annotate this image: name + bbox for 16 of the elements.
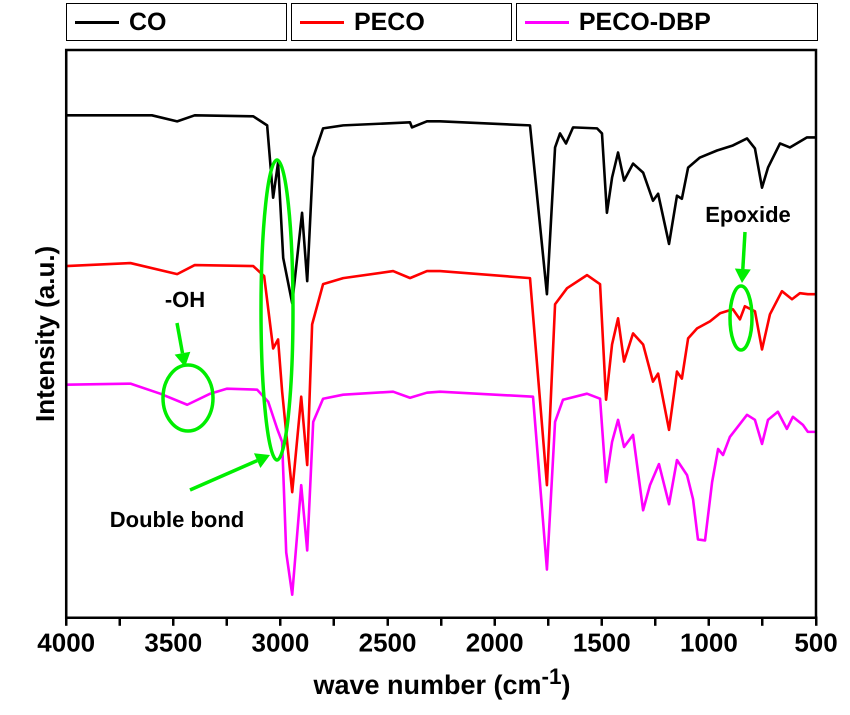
x-tick-label: 2000 bbox=[466, 628, 524, 658]
x-tick-label: 2500 bbox=[358, 628, 416, 658]
x-tick-label: 1500 bbox=[572, 628, 631, 658]
legend-label: CO bbox=[129, 8, 166, 36]
y-axis-title: Intensity (a.u.) bbox=[30, 246, 60, 422]
x-tick-label: 1000 bbox=[680, 628, 738, 658]
x-tick-label: 500 bbox=[794, 628, 838, 658]
annotation: Epoxide bbox=[705, 202, 791, 228]
x-tick-label: 4000 bbox=[37, 628, 96, 658]
legend-label: PECO bbox=[354, 8, 425, 36]
x-axis-title: wave number (cm$^{-1}$) bbox=[312, 664, 572, 701]
annotation: -OH bbox=[164, 287, 206, 313]
annotation: Double bond bbox=[110, 507, 244, 533]
x-tick-label: 3500 bbox=[144, 628, 202, 658]
legend-label: PECO-DBP bbox=[578, 8, 711, 36]
x-tick-label: 3000 bbox=[252, 628, 310, 658]
